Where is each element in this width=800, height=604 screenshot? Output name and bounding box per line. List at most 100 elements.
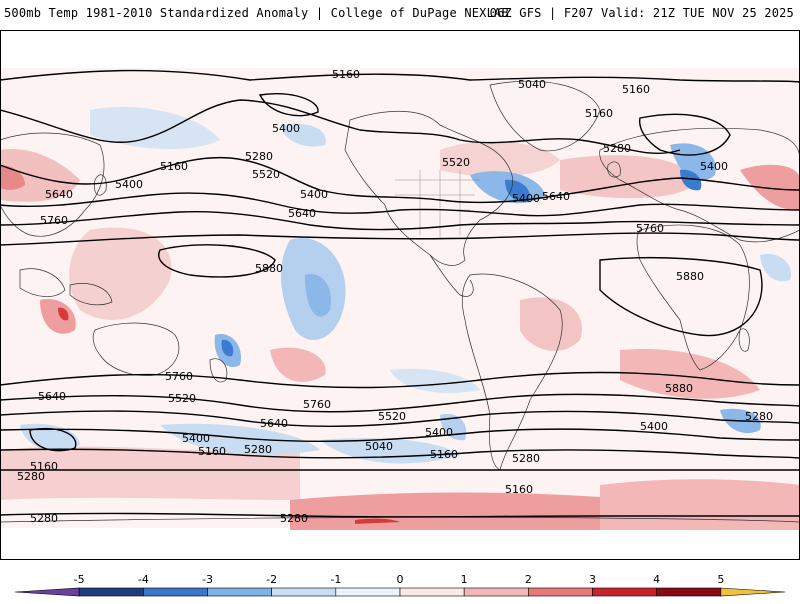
contour-5280-antarctic (0, 512, 800, 518)
colorbar-segment (335, 587, 401, 597)
contour-label: 5400 (512, 192, 540, 205)
colorbar-tick-label: -4 (138, 573, 149, 586)
geopotential-contours (0, 69, 800, 518)
contour-label: 5280 (603, 142, 631, 155)
model-valid-time: 06Z GFS | F207 Valid: 21Z TUE NOV 25 202… (489, 6, 794, 20)
cool-anomaly-area (221, 339, 234, 357)
colorbar-tick-label: 0 (397, 573, 404, 586)
warm-anomaly-area (520, 297, 582, 351)
contour-5280-north (0, 99, 681, 155)
contour-5640-north (0, 211, 800, 231)
contour-label: 5760 (303, 398, 331, 411)
colorbar-segment (14, 587, 80, 597)
north-america-outline (344, 110, 513, 266)
contour-label: 5520 (378, 410, 406, 423)
contour-label: 5400 (640, 420, 668, 433)
warm-anomaly-area (0, 446, 300, 500)
contour-5520-south (0, 410, 800, 428)
contour-label: 5880 (676, 270, 704, 283)
colorbar-segment (592, 587, 657, 597)
contour-label: 5040 (365, 440, 393, 453)
colorbar-tick-label: -2 (266, 573, 277, 586)
colorbar-segment (143, 587, 208, 597)
colorbar-legend: -5 -4 -3 -2 -1 0 1 2 3 4 5 (0, 570, 800, 600)
colorbar-tick-label: 4 (653, 573, 660, 586)
contour-label: 5160 (30, 460, 58, 473)
warm-anomaly-area (290, 492, 640, 530)
contour-5640-south (0, 393, 800, 413)
colorbar-canvas: -5 -4 -3 -2 -1 0 1 2 3 4 5 (14, 573, 786, 597)
warm-anomaly-area (0, 149, 80, 202)
colorbar-segment (78, 587, 144, 597)
maritime-asia-outline (69, 283, 113, 306)
contour-label: 5160 (430, 448, 458, 461)
contour-label: 5520 (442, 156, 470, 169)
greenland-outline (489, 80, 601, 152)
colorbar-segment (271, 587, 337, 597)
contour-label: 5640 (45, 188, 73, 201)
warm-anomaly-area (0, 165, 25, 190)
contour-label: 5280 (245, 150, 273, 163)
contour-label: 5160 (198, 445, 226, 458)
south-america-outline (461, 273, 563, 471)
colorbar-segment (463, 587, 529, 597)
contour-label: 5280 (17, 470, 45, 483)
contour-label: 5280 (244, 443, 272, 456)
contour-label: 5040 (518, 78, 546, 91)
contour-low-europe (638, 113, 731, 156)
warm-anomaly-area (355, 518, 400, 524)
contour-label: 5880 (255, 262, 283, 275)
colorbar-tick-label: 3 (589, 573, 596, 586)
colorbar-segment (656, 587, 722, 597)
colorbar-segment (528, 587, 593, 597)
cool-anomaly-area (280, 123, 326, 147)
contour-label: 5640 (260, 417, 288, 430)
contour-label: 5400 (272, 122, 300, 135)
warm-anomaly-area (560, 155, 700, 199)
warm-anomaly-area (600, 479, 800, 530)
contour-label: 5640 (288, 207, 316, 220)
cool-anomaly-area (305, 274, 331, 317)
contour-label: 5280 (745, 410, 773, 423)
contour-label: 5520 (252, 168, 280, 181)
contour-label: 5760 (165, 370, 193, 383)
contour-label: 5400 (700, 160, 728, 173)
contour-labels: 5160 5040 5160 5400 5280 5160 5520 5400 … (17, 68, 773, 525)
contour-label: 5400 (425, 426, 453, 439)
contour-label: 5160 (585, 107, 613, 120)
warm-anomaly-area (69, 227, 172, 320)
contour-label: 5880 (665, 382, 693, 395)
colorbar-ticks: -5 -4 -3 -2 -1 0 1 2 3 4 5 (74, 573, 725, 586)
colorbar-tick-label: 5 (717, 573, 724, 586)
warm-anomaly-area (440, 141, 560, 177)
warm-anomaly-area (40, 299, 76, 334)
colorbar-tick-label: -1 (330, 573, 341, 586)
uk-outline (607, 161, 621, 178)
warm-anomaly-area (270, 347, 326, 382)
colorbar-segment (207, 587, 272, 597)
contour-low-south-indian (29, 428, 77, 452)
contour-label: 5280 (280, 512, 308, 525)
contour-5400-north (0, 156, 800, 204)
africa-outline (636, 224, 750, 371)
cool-anomaly-area (390, 368, 480, 394)
contour-label: 5280 (30, 512, 58, 525)
map-canvas: 5160 5040 5160 5400 5280 5160 5520 5400 … (0, 30, 800, 560)
cool-anomaly-area (90, 106, 220, 150)
colorbar-tick-label: 2 (525, 573, 532, 586)
antarctica-outline (0, 516, 800, 523)
colorbar-segment (399, 587, 465, 597)
contour-label: 5160 (622, 83, 650, 96)
anomaly-shading (0, 106, 800, 530)
cool-anomaly-area (160, 423, 320, 455)
contour-label: 5520 (168, 392, 196, 405)
colorbar-tick-label: -3 (202, 573, 213, 586)
contour-label: 5400 (300, 188, 328, 201)
map-title: 500mb Temp 1981-2010 Standardized Anomal… (4, 6, 509, 20)
warm-anomaly-area (740, 164, 800, 211)
contour-5880-africa (599, 256, 763, 337)
contour-label: 5160 (332, 68, 360, 81)
colorbar-segments (14, 587, 786, 597)
central-america-outline (429, 254, 474, 297)
contour-low-alaska (258, 93, 319, 117)
